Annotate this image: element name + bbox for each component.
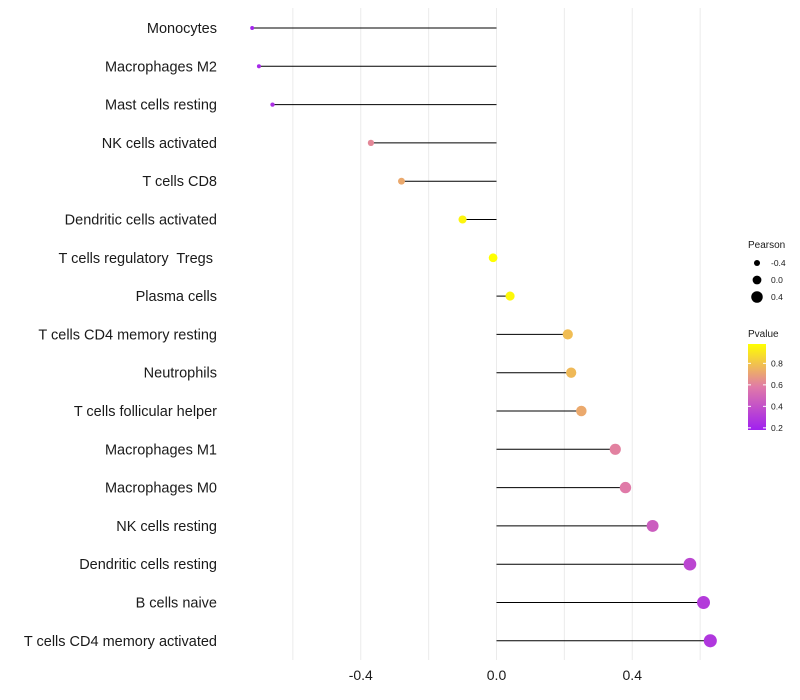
- category-label: Macrophages M0: [105, 481, 217, 497]
- segment-layer: [252, 27, 711, 642]
- legend-size-key: [751, 291, 763, 303]
- legend-size-label: -0.4: [771, 258, 786, 268]
- category-label: Plasma cells: [136, 289, 217, 305]
- x-axis: -0.4 0.0 0.4: [349, 667, 643, 683]
- category-label: T cells CD4 memory activated: [24, 634, 217, 650]
- lollipop-point: [703, 634, 717, 648]
- category-label: T cells regulatory Tregs: [59, 251, 218, 267]
- legend-color-label: 0.8: [771, 358, 783, 368]
- category-label: Dendritic cells activated: [65, 213, 217, 229]
- lollipop-point: [646, 519, 659, 532]
- legend-size-label: 0.0: [771, 275, 783, 285]
- lollipop-point: [683, 557, 697, 571]
- category-axis: Monocytes Macrophages M2 Mast cells restin…: [24, 21, 217, 650]
- lollipop-point: [619, 481, 632, 494]
- legend-color-bar: [748, 344, 766, 430]
- category-label: NK cells activated: [102, 136, 217, 152]
- legend-size-title: Pearson: [748, 240, 785, 251]
- legend-size-key: [752, 275, 762, 285]
- lollipop-point: [250, 26, 255, 30]
- x-tick-label: 0.0: [487, 667, 507, 683]
- point-layer: [250, 26, 717, 648]
- lollipop-point: [458, 215, 467, 224]
- category-label: Macrophages M2: [105, 59, 217, 75]
- x-tick-label: -0.4: [349, 667, 373, 683]
- category-label: T cells follicular helper: [74, 404, 217, 420]
- category-label: Neutrophils: [144, 366, 217, 382]
- category-label: Macrophages M1: [105, 442, 217, 458]
- category-label: B cells naive: [136, 596, 217, 612]
- lollipop-point: [256, 64, 261, 69]
- category-label: NK cells resting: [116, 519, 217, 535]
- category-label: T cells CD4 memory resting: [38, 327, 217, 343]
- x-tick-label: 0.4: [623, 667, 643, 683]
- category-label: T cells CD8: [142, 174, 217, 190]
- legend-color-label: 0.2: [771, 423, 783, 433]
- lollipop-point: [488, 253, 498, 263]
- lollipop-point: [367, 139, 375, 147]
- legend-color-label: 0.6: [771, 380, 783, 390]
- category-label: Dendritic cells resting: [79, 557, 217, 573]
- legend-size-key: [753, 259, 761, 267]
- lollipop-point: [697, 596, 710, 609]
- lollipop-point: [398, 177, 405, 185]
- category-label: Mast cells resting: [105, 98, 217, 114]
- lollipop-point: [562, 329, 573, 340]
- lollipop-point: [576, 405, 587, 417]
- legend-color-label: 0.4: [771, 401, 783, 411]
- lollipop-point: [270, 102, 275, 107]
- lollipop-point: [609, 443, 621, 455]
- lollipop-point: [566, 367, 577, 378]
- lollipop-point: [505, 291, 515, 301]
- legend-size-label: 0.4: [771, 292, 783, 302]
- category-label: Monocytes: [147, 21, 217, 37]
- legend-color-title: Pvalue: [748, 329, 779, 340]
- legend: Pearson Pvalue -0.4 0.0 0.4 0.2 0.4 0.6 0.8: [748, 240, 786, 433]
